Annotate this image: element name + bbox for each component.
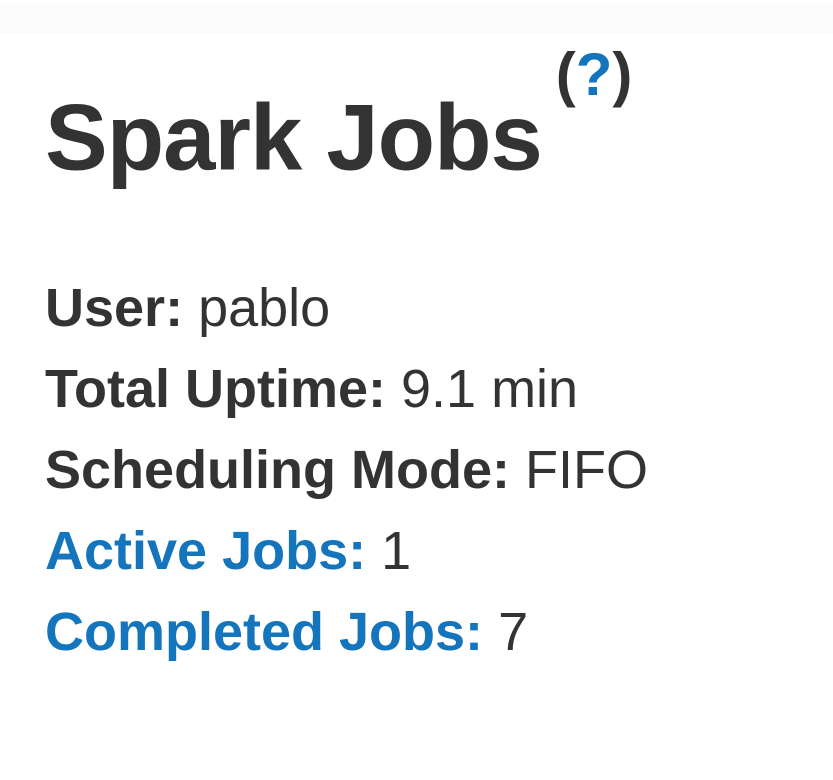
completed-jobs-link[interactable]: Completed Jobs: — [45, 602, 483, 662]
app-summary-list: User: pablo Total Uptime: 9.1 min Schedu… — [45, 268, 648, 673]
help-close-paren: ) — [612, 41, 633, 108]
page-title-text: Spark Jobs — [45, 84, 543, 190]
scheduling-mode-value: FIFO — [525, 440, 648, 500]
completed-jobs-label: Completed Jobs: — [45, 602, 484, 662]
help-open-paren: ( — [555, 41, 576, 108]
total-uptime-label: Total Uptime: — [45, 359, 386, 419]
summary-row-active-jobs: Active Jobs: 1 — [45, 511, 648, 592]
summary-row-scheduling-mode: Scheduling Mode: FIFO — [45, 430, 648, 511]
top-strip — [0, 5, 833, 34]
summary-row-completed-jobs: Completed Jobs: 7 — [45, 592, 648, 673]
scheduling-mode-label: Scheduling Mode: — [45, 440, 510, 500]
user-value: pablo — [198, 278, 331, 338]
active-jobs-label: Active Jobs: — [45, 521, 367, 581]
total-uptime-value: 9.1 min — [401, 359, 579, 419]
active-jobs-value: 1 — [381, 521, 412, 581]
page-title: Spark Jobs(?) — [45, 42, 632, 190]
title-help: (?) — [556, 42, 633, 108]
help-question-icon[interactable]: ? — [575, 41, 613, 108]
completed-jobs-value: 7 — [498, 602, 529, 662]
active-jobs-link[interactable]: Active Jobs: — [45, 521, 366, 581]
summary-row-user: User: pablo — [45, 268, 648, 349]
user-label: User: — [45, 278, 184, 338]
summary-row-total-uptime: Total Uptime: 9.1 min — [45, 349, 648, 430]
